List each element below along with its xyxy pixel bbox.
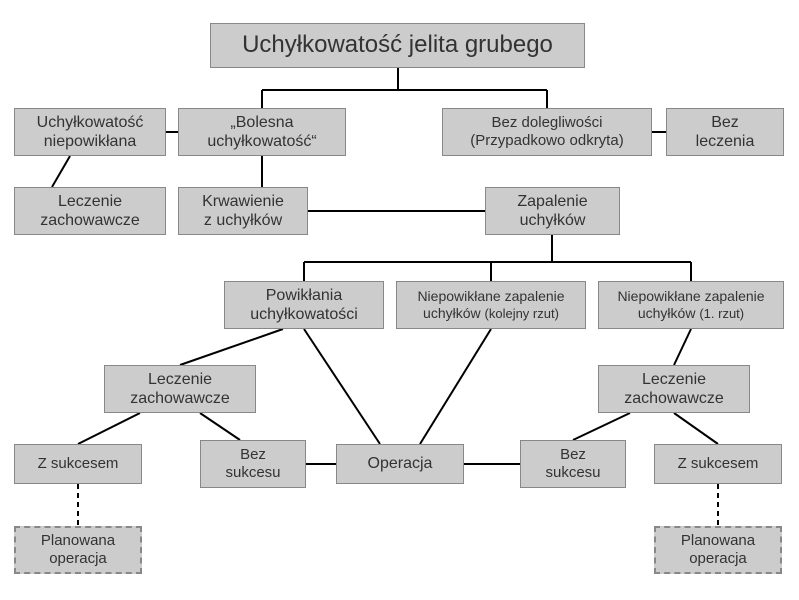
node-label: Uchyłkowatość jelita grubego xyxy=(242,31,553,60)
node-label: Planowanaoperacja xyxy=(41,532,115,568)
node-label: Niepowikłane zapalenieuchyłków (kolejny … xyxy=(417,288,564,322)
node-niepowzap2: Niepowikłane zapalenieuchyłków (kolejny … xyxy=(396,281,586,329)
node-leczL: Leczeniezachowawcze xyxy=(104,365,256,413)
node-label: Uchyłkowatośćniepowikłana xyxy=(37,113,144,151)
node-label: Leczeniezachowawcze xyxy=(40,192,140,230)
node-niepow: Uchyłkowatośćniepowikłana xyxy=(14,108,166,156)
node-label: Planowanaoperacja xyxy=(681,532,755,568)
node-zsukcL: Z sukcesem xyxy=(14,444,142,484)
node-root: Uchyłkowatość jelita grubego xyxy=(210,23,585,68)
node-label: Powikłaniauchyłkowatości xyxy=(250,286,358,324)
node-lecz1: Leczeniezachowawcze xyxy=(14,187,166,235)
node-oper: Operacja xyxy=(336,444,464,484)
node-bezsukcR: Bezsukcesu xyxy=(520,440,626,488)
edge xyxy=(420,329,491,444)
node-bezdol: Bez dolegliwości(Przypadkowo odkryta) xyxy=(442,108,652,156)
node-label: Krwawieniez uchyłków xyxy=(202,192,284,230)
node-label: Bezsukcesu xyxy=(225,446,280,482)
node-label: Z sukcesem xyxy=(38,455,119,473)
node-bezsukcL: Bezsukcesu xyxy=(200,440,306,488)
edge xyxy=(200,413,240,440)
edge xyxy=(674,413,718,444)
node-krwaw: Krwawieniez uchyłków xyxy=(178,187,308,235)
node-label: Niepowikłane zapalenieuchyłków (1. rzut) xyxy=(617,288,764,322)
node-label: Z sukcesem xyxy=(678,455,759,473)
node-zsukcR: Z sukcesem xyxy=(654,444,782,484)
flowchart-canvas: Uchyłkowatość jelita grubego Uchyłkowatoś… xyxy=(0,0,799,600)
node-label: Leczeniezachowawcze xyxy=(130,370,230,408)
node-planR: Planowanaoperacja xyxy=(654,526,782,574)
node-label: Bezsukcesu xyxy=(545,446,600,482)
node-zapal: Zapalenieuchyłków xyxy=(485,187,620,235)
edge xyxy=(180,329,283,365)
node-label: „Bolesnauchyłkowatość“ xyxy=(207,113,316,151)
node-powik: Powikłaniauchyłkowatości xyxy=(224,281,384,329)
node-label: Zapalenieuchyłków xyxy=(517,192,587,230)
node-label: Leczeniezachowawcze xyxy=(624,370,724,408)
node-bezlecz: Bezleczenia xyxy=(666,108,784,156)
edge xyxy=(573,413,630,440)
node-bolesna: „Bolesnauchyłkowatość“ xyxy=(178,108,346,156)
node-planL: Planowanaoperacja xyxy=(14,526,142,574)
edge xyxy=(78,413,140,444)
node-leczR: Leczeniezachowawcze xyxy=(598,365,750,413)
node-label: Bezleczenia xyxy=(696,113,755,151)
node-label: Bez dolegliwości(Przypadkowo odkryta) xyxy=(470,114,623,150)
edge xyxy=(52,156,70,187)
edge xyxy=(304,329,380,444)
edge xyxy=(674,329,691,365)
node-niepowzap1: Niepowikłane zapalenieuchyłków (1. rzut) xyxy=(598,281,784,329)
node-label: Operacja xyxy=(368,454,433,473)
